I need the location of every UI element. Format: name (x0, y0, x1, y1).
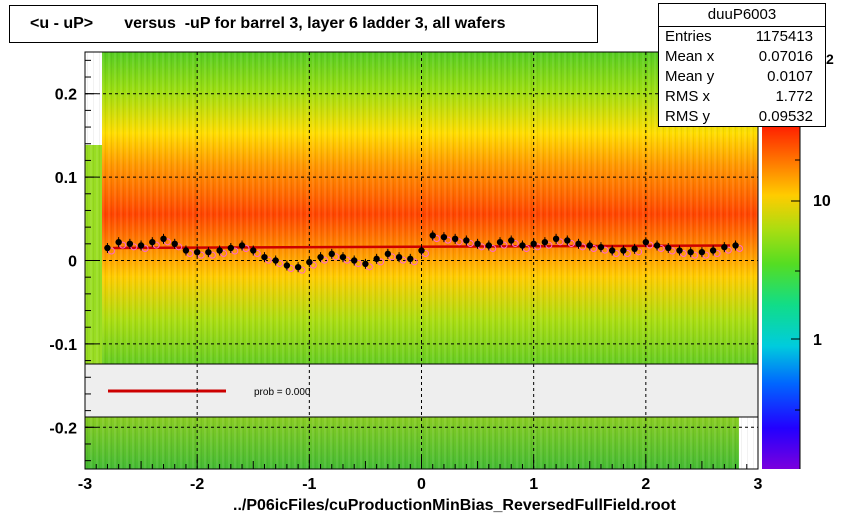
profile-point (564, 237, 571, 244)
profile-point (508, 237, 515, 244)
x-tick-label: -2 (190, 476, 204, 493)
profile-point (115, 238, 122, 246)
y-tick-label: 0.1 (55, 170, 77, 187)
profile-point (160, 235, 167, 243)
profile-point (339, 253, 347, 261)
x-tick-label: 1 (529, 476, 538, 493)
profile-point (620, 247, 627, 254)
profile-point (642, 238, 650, 246)
stats-label: Mean x (665, 48, 715, 65)
profile-point (474, 240, 481, 248)
profile-point (250, 247, 257, 254)
stats-value: 0.0107 (767, 68, 813, 85)
profile-point (451, 235, 459, 243)
profile-point (294, 263, 302, 271)
profile-point (429, 232, 436, 239)
colorbar-scale (762, 127, 800, 469)
profile-point (126, 240, 134, 248)
profile-point (395, 253, 403, 261)
x-tick-label: 2 (641, 476, 650, 493)
profile-point (205, 248, 212, 256)
profile-point (238, 242, 246, 249)
profile-point (149, 238, 156, 246)
profile-point (519, 242, 526, 249)
colorbar-tick-1: 1 (813, 332, 822, 349)
profile-point (306, 258, 313, 266)
x-tick-label: -1 (302, 476, 316, 493)
profile-point (283, 262, 291, 269)
profile-point (362, 260, 369, 268)
profile-point (586, 242, 593, 249)
title-box: <u - uP> versus -uP for barrel 3, layer … (9, 5, 598, 43)
profile-point (328, 250, 335, 258)
stats-row-rms-x: RMS x 1.772 (659, 87, 825, 107)
legend-label: prob = 0.000 (254, 387, 311, 398)
profile-point (687, 248, 694, 256)
stats-value: 0.09532 (758, 108, 813, 125)
y-tick-label: -0.2 (49, 420, 77, 437)
y-tick-label: 0 (68, 254, 77, 271)
stats-label: RMS x (665, 88, 710, 105)
footer-filename: ../P06icFiles/cuProductionMinBias_Revers… (233, 497, 676, 514)
profile-point (216, 247, 223, 254)
chart-title: <u - uP> versus -uP for barrel 3, layer … (30, 15, 506, 32)
stats-row-entries: Entries 1175413 (659, 27, 825, 47)
profile-point (227, 244, 235, 252)
y-tick-label: 0.2 (55, 87, 77, 104)
profile-point (384, 250, 392, 258)
profile-point (631, 245, 638, 253)
profile-point (541, 238, 549, 246)
profile-point (261, 253, 268, 261)
profile-point (440, 233, 448, 241)
y-tick-label: -0.1 (49, 337, 77, 354)
stats-box: duuP6003 Entries 1175413 Mean x 0.07016 … (658, 3, 826, 127)
stats-row-mean-x: Mean x 0.07016 (659, 47, 825, 67)
stats-label: Mean y (665, 68, 715, 85)
stats-value: 1.772 (775, 88, 813, 105)
grid (85, 52, 758, 469)
profile-point (698, 248, 706, 256)
colorbar-exponent-fragment: 2 (826, 51, 834, 67)
profile-point (732, 242, 739, 249)
stats-row-mean-y: Mean y 0.0107 (659, 67, 825, 87)
profile-point (171, 240, 178, 248)
colorbar: 10 1 (762, 127, 831, 469)
stats-value: 0.07016 (758, 48, 813, 65)
profile-point (418, 247, 425, 254)
profile-point (709, 247, 717, 254)
stats-label: Entries (665, 28, 712, 45)
profile-point (272, 257, 279, 264)
profile-point (530, 240, 537, 248)
x-tick-label: 0 (417, 476, 426, 493)
profile-point (721, 243, 728, 251)
profile-point (193, 248, 201, 256)
x-tick-label: 3 (754, 476, 763, 493)
x-tick-label: -3 (78, 476, 92, 493)
stats-value: 1175413 (755, 28, 813, 45)
profile-point (676, 247, 683, 254)
profile-point (104, 244, 111, 252)
profile-point (351, 257, 358, 264)
profile-point (665, 244, 672, 252)
profile-point (317, 253, 324, 261)
axes: -3 -2 -1 0 1 2 3 -0.2 -0.1 0 0.1 0.2 (49, 59, 763, 493)
stats-label: RMS y (665, 108, 710, 125)
profile-point (575, 240, 582, 248)
profile-point (608, 247, 616, 254)
stats-row-rms-y: RMS y 0.09532 (659, 107, 825, 127)
profile-point (653, 242, 661, 249)
profile-point (496, 238, 504, 246)
profile-point (552, 235, 560, 243)
profile-point (373, 255, 380, 263)
data-marks (104, 230, 744, 274)
profile-point (182, 247, 190, 254)
profile-point (137, 242, 145, 249)
profile-point (485, 242, 492, 249)
profile-point (597, 243, 605, 251)
profile-point (463, 237, 470, 244)
stats-histogram-name: duuP6003 (659, 4, 825, 27)
profile-point (407, 255, 414, 263)
colorbar-tick-10: 10 (813, 193, 831, 210)
